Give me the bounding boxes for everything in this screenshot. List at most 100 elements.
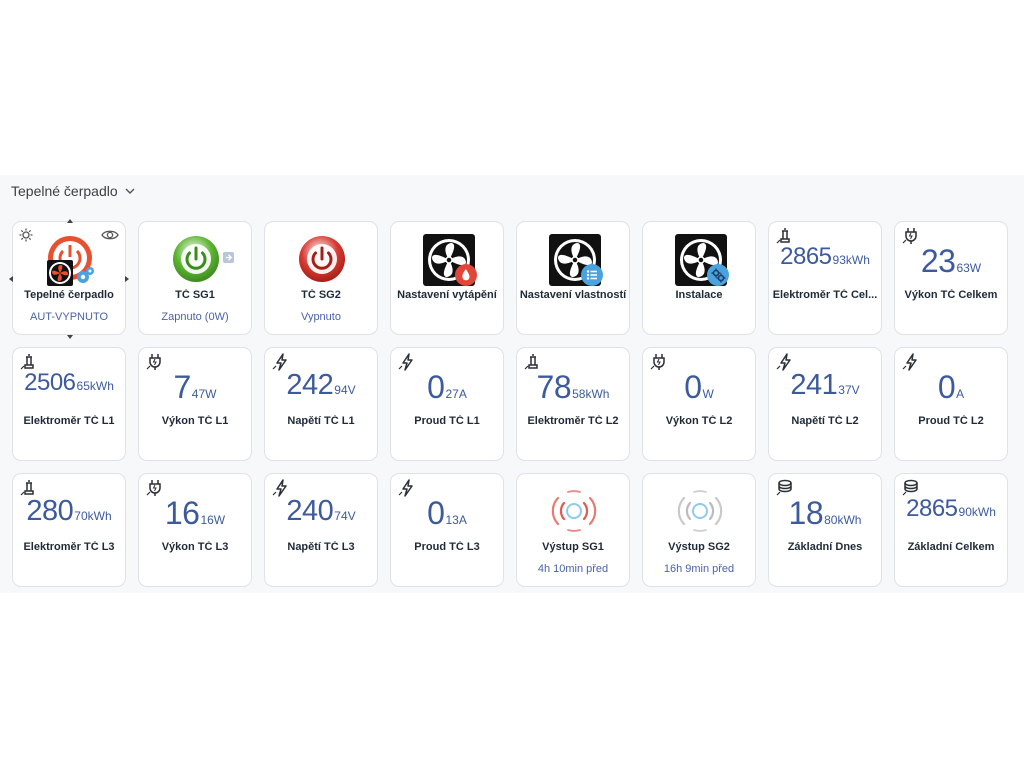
link-icon	[223, 252, 234, 263]
card-label: Výkon TČ L2	[665, 415, 733, 427]
signal-idle-icon	[675, 486, 725, 536]
card-status: Zapnuto (0W)	[161, 311, 229, 323]
eye-icon[interactable]	[101, 227, 119, 243]
card-napeti-tc-l3[interactable]: 24074V Napětí TČ L3	[264, 473, 378, 587]
caret-right-icon[interactable]	[123, 275, 131, 283]
value-display: 1880kWh	[769, 495, 881, 532]
card-label: Výstup SG1	[542, 541, 604, 553]
value-unit: 16W	[200, 513, 226, 527]
card-tc-sg2[interactable]: TČ SG2 Vypnuto	[264, 221, 378, 335]
card-label: Základní Celkem	[907, 541, 995, 553]
value-integer: 18	[788, 495, 824, 531]
value-display: 027A	[391, 369, 503, 406]
caret-left-icon[interactable]	[7, 275, 15, 283]
card-label: Proud TČ L1	[414, 415, 480, 427]
plug-icon	[145, 478, 165, 498]
value-unit: 63W	[956, 261, 982, 275]
card-label: TČ SG1	[175, 289, 215, 301]
value-unit: 70kWh	[74, 509, 112, 523]
value-integer: 241	[790, 369, 838, 401]
value-integer: 16	[164, 495, 200, 531]
card-vykon-tc-l2[interactable]: 0W Výkon TČ L2	[642, 347, 756, 461]
section-header[interactable]: Tepelné čerpadlo	[11, 183, 136, 199]
power-off-icon	[297, 234, 347, 284]
card-status: AUT-VYPNUTO	[29, 311, 109, 323]
value-display: 1616W	[139, 495, 251, 532]
fan-heating-icon	[423, 234, 477, 286]
value-display: 286593kWh	[769, 243, 881, 271]
value-integer: 23	[920, 243, 956, 279]
card-nastaveni-vytapeni[interactable]: Nastavení vytápění	[390, 221, 504, 335]
value-integer: 2865	[906, 495, 958, 522]
fan-gear-icon	[675, 234, 729, 286]
bolt-icon	[901, 352, 921, 372]
value-unit: 65kWh	[76, 379, 114, 393]
bolt-icon	[397, 478, 417, 498]
card-vykon-tc-l1[interactable]: 747W Výkon TČ L1	[138, 347, 252, 461]
card-label: Elektroměr TČ L1	[23, 415, 115, 427]
value-unit: 13A	[445, 513, 467, 527]
meter-icon	[523, 352, 543, 372]
power-on-icon	[171, 234, 221, 284]
value-unit: 90kWh	[958, 505, 996, 519]
plug-icon	[901, 226, 921, 246]
coins-icon	[775, 478, 795, 498]
card-status: Vypnuto	[301, 311, 341, 323]
card-tc-sg1[interactable]: TČ SG1 Zapnuto (0W)	[138, 221, 252, 335]
signal-active-icon	[549, 486, 599, 536]
value-integer: 0	[427, 495, 445, 531]
card-label: Elektroměr TČ L2	[527, 415, 619, 427]
value-display: 24074V	[265, 495, 377, 528]
card-label: Nastavení vytápění	[397, 289, 497, 301]
value-display: 747W	[139, 369, 251, 406]
value-unit: 93kWh	[832, 253, 870, 267]
card-proud-tc-l1[interactable]: 027A Proud TČ L1	[390, 347, 504, 461]
card-proud-tc-l3[interactable]: 013A Proud TČ L3	[390, 473, 504, 587]
card-label: Výkon TČ Celkem	[904, 289, 998, 301]
card-label: Výkon TČ L1	[161, 415, 229, 427]
meter-icon	[19, 478, 39, 498]
card-zakladni-dnes[interactable]: 1880kWh Základní Dnes	[768, 473, 882, 587]
value-display: 250665kWh	[13, 369, 125, 397]
card-vykon-tc-l3[interactable]: 1616W Výkon TČ L3	[138, 473, 252, 587]
card-label: Nastavení vlastností	[519, 289, 627, 301]
caret-down-icon[interactable]	[66, 333, 74, 341]
value-integer: 240	[286, 495, 334, 527]
card-elektromer-tc-l3[interactable]: 28070kWh Elektroměr TČ L3	[12, 473, 126, 587]
coins-icon	[901, 478, 921, 498]
card-status: 16h 9min před	[663, 563, 735, 575]
meter-icon	[775, 226, 795, 246]
value-integer: 0	[427, 369, 445, 405]
value-display: 0A	[895, 369, 1007, 406]
card-zakladni-celkem[interactable]: 286590kWh Základní Celkem	[894, 473, 1008, 587]
bolt-icon	[775, 352, 795, 372]
value-display: 0W	[643, 369, 755, 406]
meter-icon	[19, 352, 39, 372]
card-napeti-tc-l2[interactable]: 24137V Napětí TČ L2	[768, 347, 882, 461]
value-unit: 37V	[838, 383, 860, 397]
card-elektromer-tc-l1[interactable]: 250665kWh Elektroměr TČ L1	[12, 347, 126, 461]
card-label: Proud TČ L3	[414, 541, 480, 553]
value-integer: 280	[26, 495, 74, 527]
card-label: Tepelné čerpadlo	[24, 289, 114, 301]
caret-up-icon[interactable]	[66, 217, 74, 225]
card-heat-pump[interactable]: Tepelné čerpadlo AUT-VYPNUTO	[9, 219, 129, 339]
card-vystup-sg1[interactable]: Výstup SG1 4h 10min před	[516, 473, 630, 587]
chevron-down-icon	[125, 188, 135, 194]
value-integer: 2506	[24, 369, 76, 396]
card-vykon-tc-celkem[interactable]: 2363W Výkon TČ Celkem	[894, 221, 1008, 335]
card-napeti-tc-l1[interactable]: 24294V Napětí TČ L1	[264, 347, 378, 461]
card-vystup-sg2[interactable]: Výstup SG2 16h 9min před	[642, 473, 756, 587]
card-label: Elektroměr TČ L3	[23, 541, 115, 553]
card-elektromer-tc-l2[interactable]: 7858kWh Elektroměr TČ L2	[516, 347, 630, 461]
bolt-icon	[271, 478, 291, 498]
value-display: 24294V	[265, 369, 377, 402]
card-instalace[interactable]: Instalace	[642, 221, 756, 335]
card-label: Napětí TČ L3	[287, 541, 355, 553]
card-label: Výstup SG2	[668, 541, 730, 553]
card-nastaveni-vlastnosti[interactable]: Nastavení vlastností	[516, 221, 630, 335]
gear-icon[interactable]	[18, 227, 34, 243]
bolt-icon	[271, 352, 291, 372]
card-proud-tc-l2[interactable]: 0A Proud TČ L2	[894, 347, 1008, 461]
card-elektromer-tc-celkem[interactable]: 286593kWh Elektroměr TČ Cel...	[768, 221, 882, 335]
